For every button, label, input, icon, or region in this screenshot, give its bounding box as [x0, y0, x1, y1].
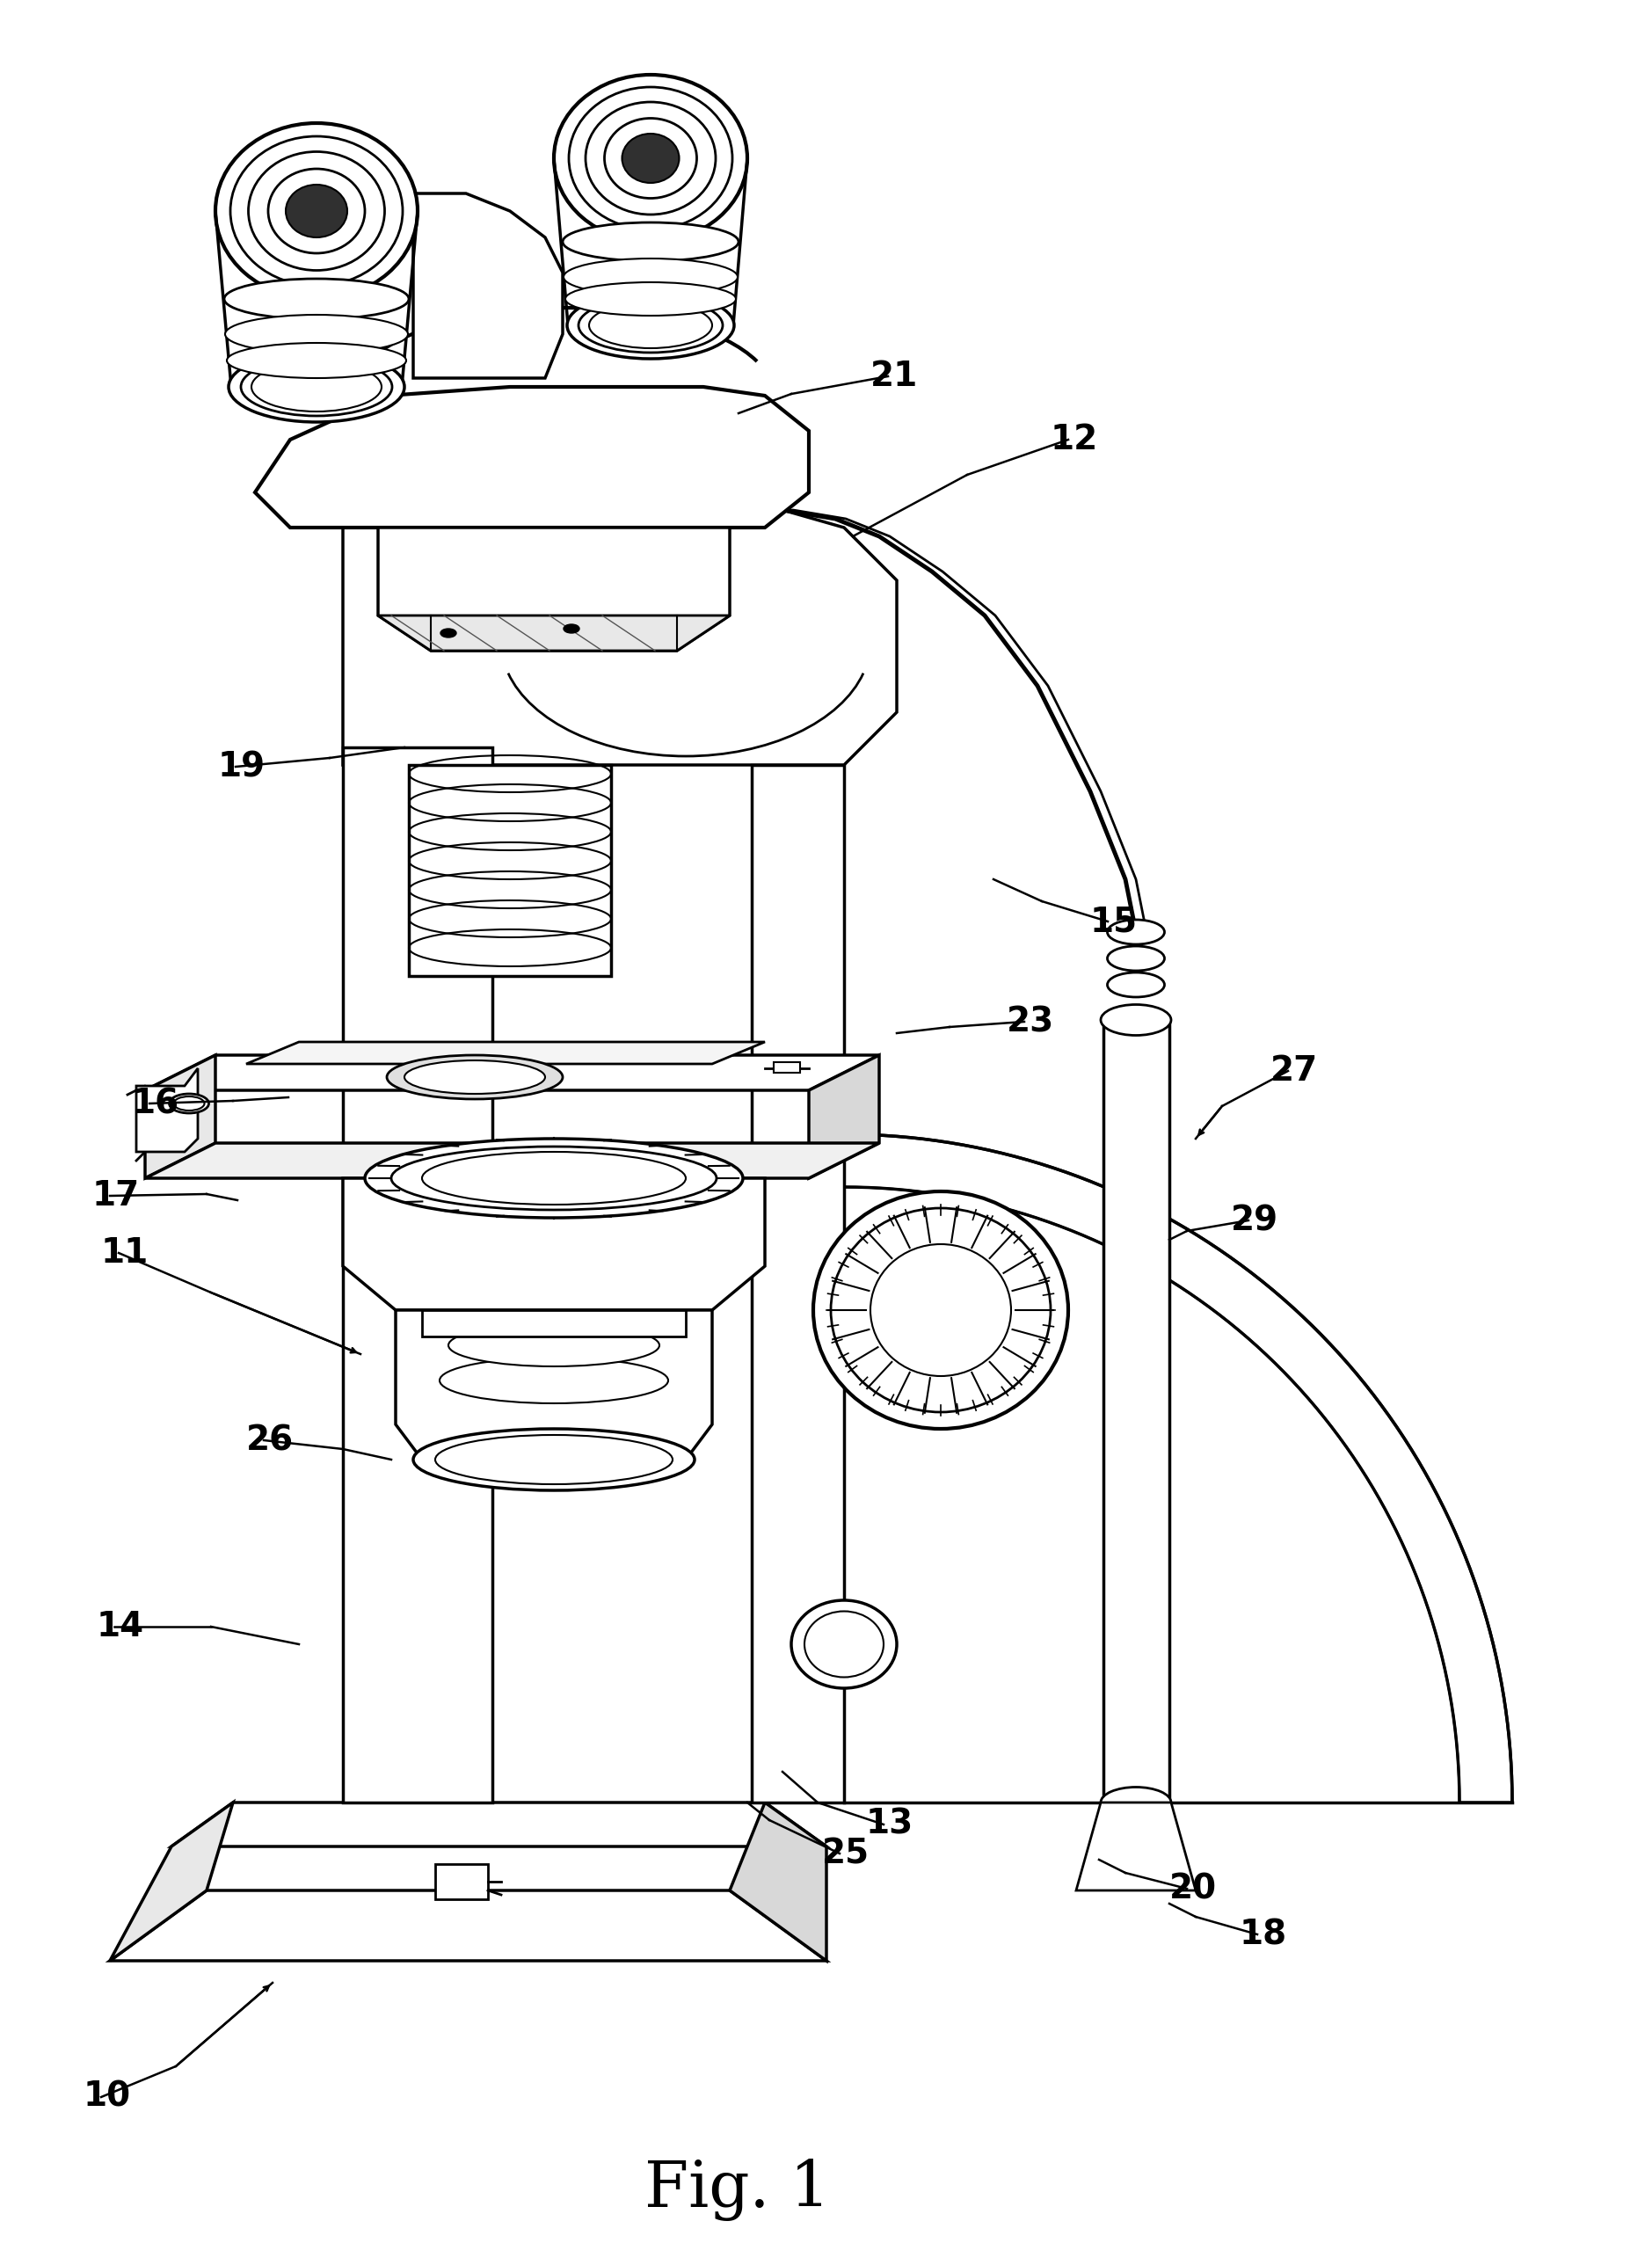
Ellipse shape: [605, 118, 697, 199]
Polygon shape: [145, 1144, 879, 1178]
Ellipse shape: [434, 1436, 672, 1484]
Ellipse shape: [448, 1325, 659, 1366]
Polygon shape: [172, 1803, 826, 1846]
Ellipse shape: [405, 1060, 545, 1094]
Text: 21: 21: [871, 360, 919, 394]
Polygon shape: [344, 492, 897, 766]
Ellipse shape: [623, 134, 679, 183]
Ellipse shape: [1100, 1787, 1171, 1819]
Ellipse shape: [392, 1146, 717, 1210]
Ellipse shape: [791, 1601, 897, 1687]
Ellipse shape: [871, 1243, 1011, 1377]
Ellipse shape: [1100, 1006, 1171, 1035]
Ellipse shape: [228, 351, 405, 421]
Text: 23: 23: [1006, 1006, 1054, 1037]
Ellipse shape: [225, 279, 408, 319]
Polygon shape: [395, 1309, 712, 1459]
Ellipse shape: [226, 342, 406, 378]
Polygon shape: [378, 616, 730, 650]
Polygon shape: [844, 1135, 1512, 1803]
Text: 10: 10: [84, 2079, 131, 2113]
Ellipse shape: [1107, 920, 1165, 945]
Polygon shape: [111, 1803, 233, 1961]
Polygon shape: [254, 387, 809, 528]
Polygon shape: [730, 1803, 826, 1961]
Polygon shape: [111, 1891, 826, 1961]
Ellipse shape: [578, 299, 722, 353]
Text: 14: 14: [97, 1610, 144, 1644]
Ellipse shape: [387, 1055, 563, 1099]
Polygon shape: [413, 193, 563, 378]
Text: 19: 19: [218, 750, 266, 784]
Text: 11: 11: [101, 1237, 149, 1271]
Text: 12: 12: [1051, 424, 1099, 455]
Ellipse shape: [215, 122, 418, 299]
Ellipse shape: [230, 136, 403, 285]
Text: 20: 20: [1170, 1871, 1218, 1905]
Polygon shape: [344, 747, 492, 1803]
Polygon shape: [135, 1069, 198, 1153]
Ellipse shape: [563, 258, 738, 294]
Polygon shape: [809, 1055, 879, 1178]
Text: 29: 29: [1231, 1203, 1279, 1237]
Bar: [434, 1864, 487, 1900]
Text: 27: 27: [1270, 1053, 1318, 1087]
Ellipse shape: [248, 152, 385, 270]
Polygon shape: [408, 766, 611, 976]
Ellipse shape: [439, 1357, 667, 1404]
Ellipse shape: [590, 304, 712, 349]
Polygon shape: [378, 528, 730, 650]
Text: 13: 13: [866, 1807, 914, 1841]
Text: 25: 25: [823, 1837, 869, 1871]
Text: 17: 17: [93, 1180, 140, 1212]
Polygon shape: [1104, 1019, 1170, 1803]
Ellipse shape: [1107, 972, 1165, 997]
Ellipse shape: [413, 1429, 694, 1490]
Ellipse shape: [365, 1139, 743, 1219]
Ellipse shape: [1107, 947, 1165, 972]
Ellipse shape: [563, 625, 580, 634]
Polygon shape: [344, 1178, 765, 1309]
Ellipse shape: [286, 186, 347, 238]
Ellipse shape: [553, 75, 747, 242]
Ellipse shape: [225, 315, 408, 353]
Text: 18: 18: [1239, 1918, 1287, 1950]
Ellipse shape: [565, 283, 735, 315]
Ellipse shape: [568, 86, 732, 229]
Polygon shape: [1075, 1803, 1196, 1891]
Polygon shape: [752, 766, 844, 1803]
Ellipse shape: [567, 292, 733, 358]
Ellipse shape: [268, 170, 365, 254]
Polygon shape: [246, 1042, 765, 1065]
Ellipse shape: [441, 630, 456, 636]
Text: 15: 15: [1090, 904, 1138, 938]
Text: 16: 16: [132, 1087, 180, 1121]
Ellipse shape: [169, 1094, 208, 1112]
Ellipse shape: [585, 102, 715, 215]
Ellipse shape: [251, 362, 382, 412]
Ellipse shape: [421, 1153, 686, 1205]
Bar: [773, 1062, 800, 1074]
Ellipse shape: [563, 222, 738, 260]
Ellipse shape: [813, 1191, 1069, 1429]
Polygon shape: [145, 1055, 215, 1178]
Text: Fig. 1: Fig. 1: [644, 2159, 831, 2220]
Text: 26: 26: [246, 1422, 294, 1456]
Ellipse shape: [173, 1096, 205, 1110]
Polygon shape: [145, 1055, 879, 1089]
Ellipse shape: [241, 358, 392, 417]
Ellipse shape: [805, 1610, 884, 1676]
Polygon shape: [421, 1309, 686, 1336]
Ellipse shape: [831, 1207, 1051, 1411]
